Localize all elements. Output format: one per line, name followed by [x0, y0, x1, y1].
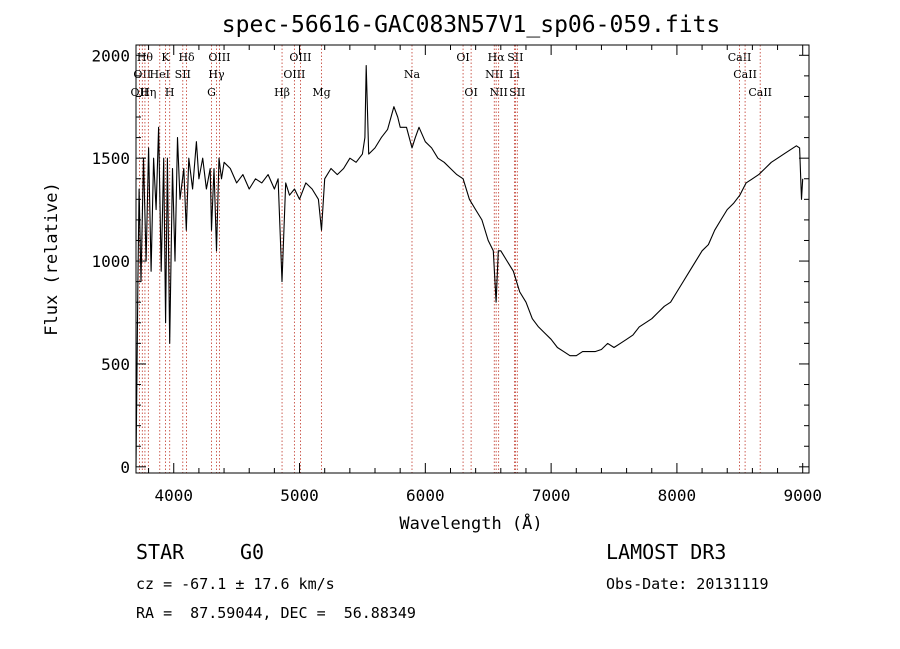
y-tick-label: 1000 [91, 252, 130, 271]
x-tick-label: 9000 [783, 486, 822, 505]
y-tick-label: 2000 [91, 46, 130, 65]
spectral-line-label: CaII [733, 68, 757, 81]
y-tick-label: 0 [120, 458, 130, 477]
redshift-velocity: cz = -67.1 ± 17.6 km/s [136, 575, 335, 593]
spectral-line-label: Hβ [274, 86, 290, 99]
observation-date: Obs-Date: 20131119 [606, 575, 769, 593]
spectral-line-label: Hα [488, 51, 506, 64]
spectrum-series [135, 65, 804, 467]
x-tick-label: 5000 [280, 486, 319, 505]
object-class: STAR [136, 540, 185, 564]
y-tick-label: 500 [101, 355, 130, 374]
spectral-line-label: OII [133, 68, 151, 81]
y-axis: 0 500 1000 1500 2000 [91, 46, 809, 477]
spectral-line-label: SII [175, 68, 191, 81]
spectral-line-markers: OIIOIIHθHηHeIKHSIIHδGHγOIIIHβOIIIOIIIMgN… [131, 45, 772, 473]
spectral-line-label: NII [485, 68, 503, 81]
chart-title: spec-56616-GAC083N57V1_sp06-059.fits [222, 12, 721, 38]
x-axis: 4000 5000 6000 7000 8000 9000 [148, 45, 822, 505]
x-axis-label: Wavelength (Å) [399, 512, 542, 534]
spectral-line-label: OI [456, 51, 469, 64]
spectral-line-label: G [207, 86, 216, 99]
survey-name: LAMOST DR3 [606, 540, 727, 564]
spectral-line-label: K [161, 51, 170, 64]
spectral-line-label: Hθ [137, 51, 154, 64]
spectral-line-label: H [165, 86, 175, 99]
spectral-line-label: SII [507, 51, 523, 64]
spectral-line-label: Li [509, 68, 520, 81]
spectrum-line [135, 65, 804, 467]
x-tick-label: 4000 [154, 486, 193, 505]
spectral-line-label: CaII [748, 86, 772, 99]
spectral-line-label: NII [490, 86, 508, 99]
x-tick-label: 7000 [532, 486, 571, 505]
spectral-line-label: SII [509, 86, 525, 99]
x-tick-label: 6000 [406, 486, 445, 505]
spectral-line-label: CaII [728, 51, 752, 64]
sky-coordinates: RA = 87.59044, DEC = 56.88349 [136, 604, 416, 622]
spectral-line-label: OIII [283, 68, 305, 81]
spectral-subclass: G0 [240, 540, 265, 564]
y-axis-label: Flux (relative) [42, 182, 62, 336]
plot-frame [135, 44, 810, 474]
spectral-line-label: HeI [150, 68, 170, 81]
spectral-line-label: Na [404, 68, 421, 81]
y-tick-label: 1500 [91, 149, 130, 168]
spectral-line-label: OI [464, 86, 477, 99]
spectral-line-label: OIII [289, 51, 311, 64]
spectral-line-label: Mg [312, 86, 330, 99]
spectral-line-label: Hγ [208, 68, 225, 81]
spectral-line-label: OII [131, 86, 149, 99]
spectral-line-label: Hη [140, 86, 156, 99]
spectral-line-label: Hδ [178, 51, 195, 64]
x-tick-label: 8000 [658, 486, 697, 505]
spectral-line-label: OIII [208, 51, 230, 64]
